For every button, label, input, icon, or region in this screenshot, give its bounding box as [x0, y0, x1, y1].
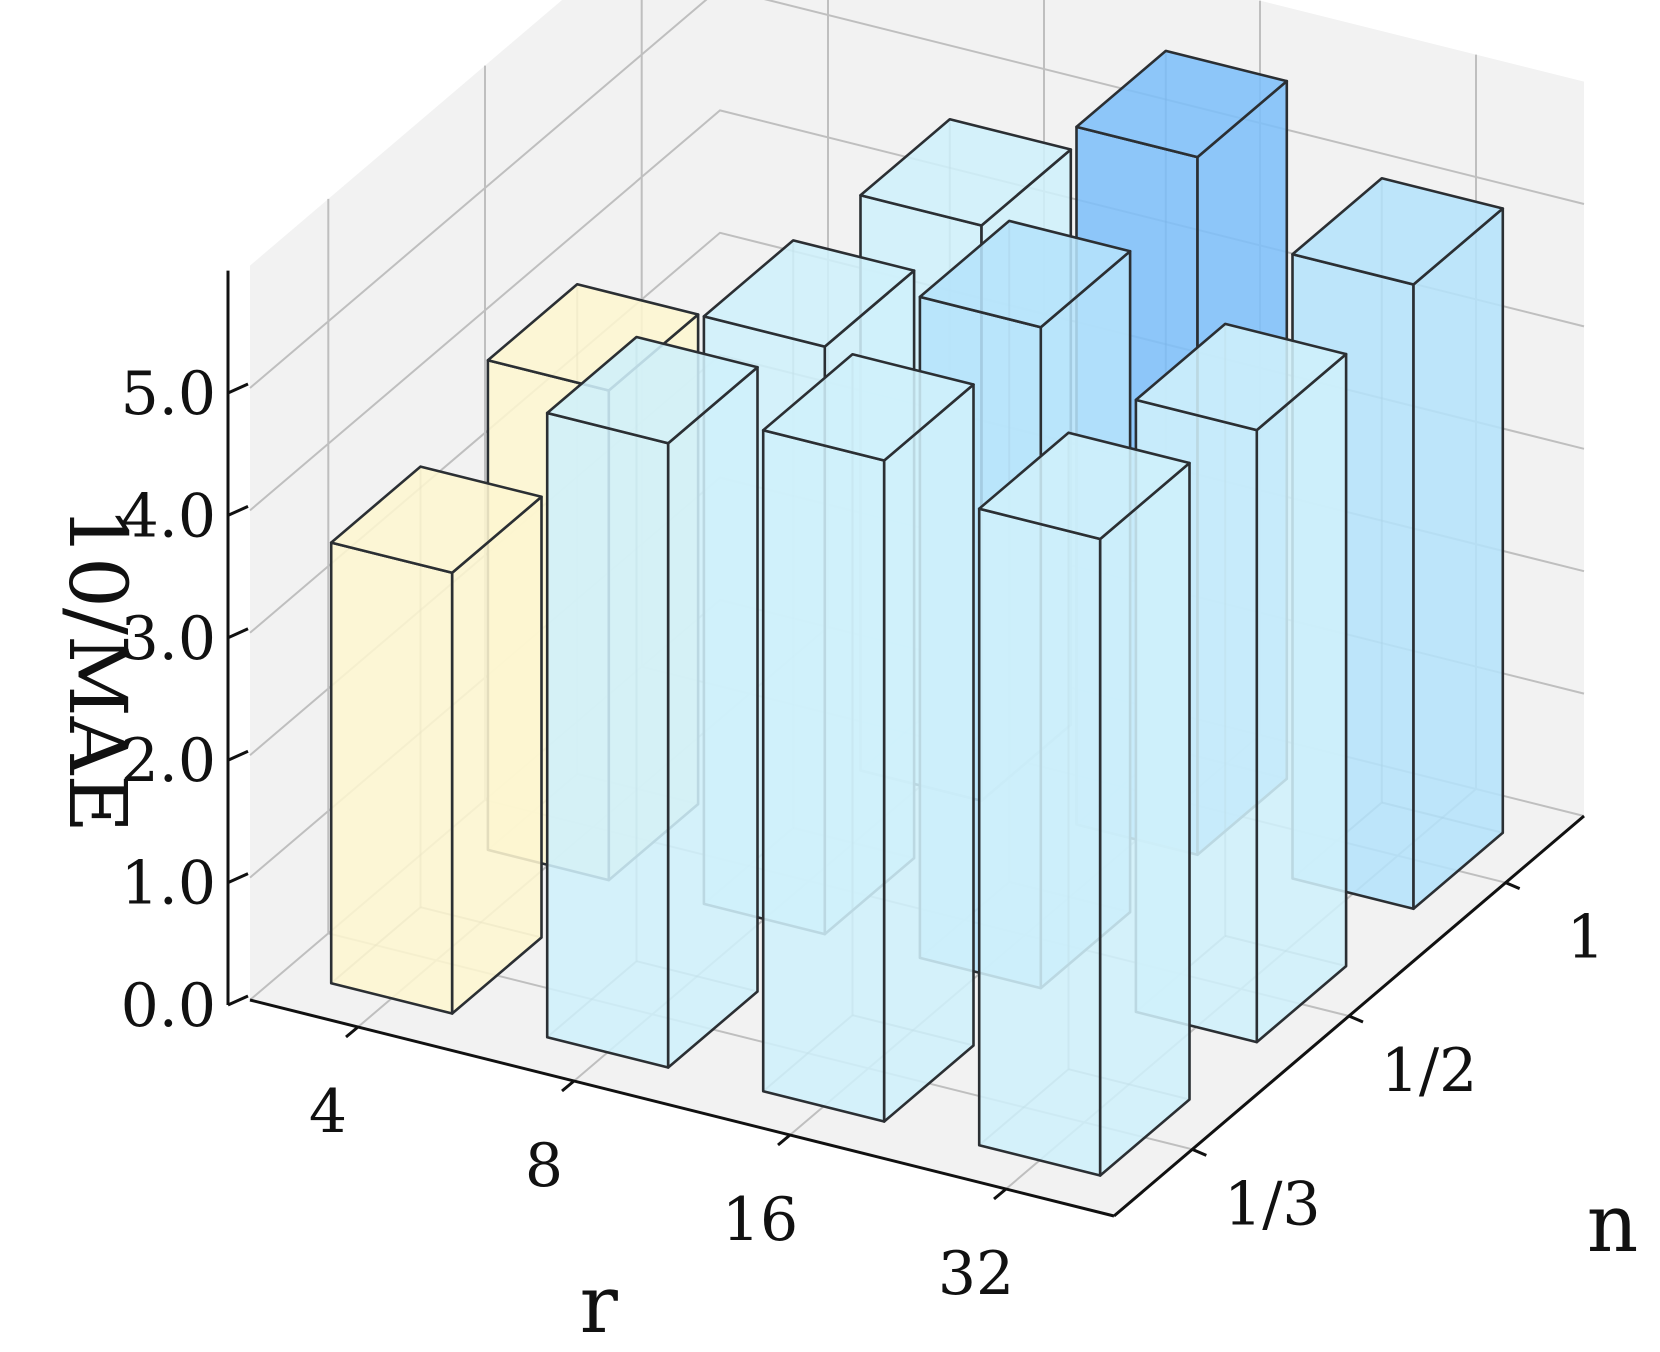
bar-top-face — [1291, 177, 1505, 286]
bar-front-face — [329, 541, 454, 1015]
bar-r8-n1-3 — [545, 335, 759, 1069]
y-tick — [1505, 881, 1521, 891]
bar-side-face — [882, 383, 975, 1123]
z-gridline — [249, 0, 1585, 389]
y-tick — [1191, 1147, 1207, 1157]
bar-side-face — [1412, 207, 1505, 911]
z-tick — [227, 505, 249, 517]
y-tick-label: 1/3 — [1224, 1169, 1321, 1239]
bar-r4-n1-3 — [329, 465, 543, 1015]
chart-bars — [329, 49, 1505, 1177]
x-tick — [777, 1133, 791, 1147]
y-axis-label: n — [1587, 1177, 1639, 1270]
z-axis-label: 10/MAE — [51, 506, 144, 833]
bar-top-face — [859, 118, 1073, 227]
z-tick — [227, 994, 249, 1007]
bar-side-face — [1255, 352, 1348, 1044]
bar-front-face — [545, 411, 670, 1069]
x-tick-label: 16 — [722, 1185, 798, 1255]
x-axis-label: r — [580, 1258, 619, 1351]
bar-side-face — [666, 365, 759, 1069]
z-tick-label: 0.0 — [121, 971, 216, 1041]
z-tick-label: 3.0 — [121, 604, 216, 674]
bar-front-face — [977, 507, 1102, 1177]
chart-labels: r n 10/MAE 0.0 1.0 2.0 3.0 4.0 5.0 4 8 16 32 1/3 1/… — [51, 359, 1638, 1351]
z-tick — [227, 872, 249, 884]
bar-side-face — [1098, 461, 1191, 1177]
bar-top-face — [977, 431, 1191, 541]
chart-axes — [226, 270, 1585, 1218]
bar-top-face — [761, 352, 975, 462]
bar-front-face — [761, 428, 886, 1123]
x-tick — [561, 1079, 575, 1093]
x-tick-label: 32 — [938, 1239, 1014, 1309]
bar-top-face — [486, 282, 700, 392]
z-tick-label: 4.0 — [121, 481, 216, 551]
bar-top-face — [545, 335, 759, 445]
z-tick — [227, 382, 249, 395]
bar-top-face — [329, 465, 543, 575]
bar-top-face — [1134, 322, 1348, 432]
bar-r16-n1-3 — [761, 352, 975, 1123]
x-tick — [345, 1025, 359, 1039]
bar-top-face — [918, 219, 1132, 329]
y-tick — [1348, 1014, 1364, 1024]
bar-r32-n1-3 — [977, 431, 1191, 1177]
bar-side-face — [450, 495, 543, 1015]
x-tick — [993, 1187, 1007, 1201]
z-tick — [227, 627, 249, 640]
bar-top-face — [702, 239, 916, 348]
bar-top-face — [1075, 49, 1289, 159]
z-tick — [227, 749, 249, 762]
x-axis-line — [249, 998, 1115, 1218]
y-tick-label: 1/2 — [1381, 1036, 1478, 1106]
z-tick-label: 5.0 — [121, 359, 216, 429]
x-tick-label: 4 — [309, 1077, 347, 1147]
z-tick-label: 2.0 — [121, 726, 216, 796]
z-tick-label: 1.0 — [121, 849, 216, 919]
y-tick-label: 1 — [1567, 903, 1605, 973]
x-tick-label: 8 — [525, 1131, 563, 1201]
